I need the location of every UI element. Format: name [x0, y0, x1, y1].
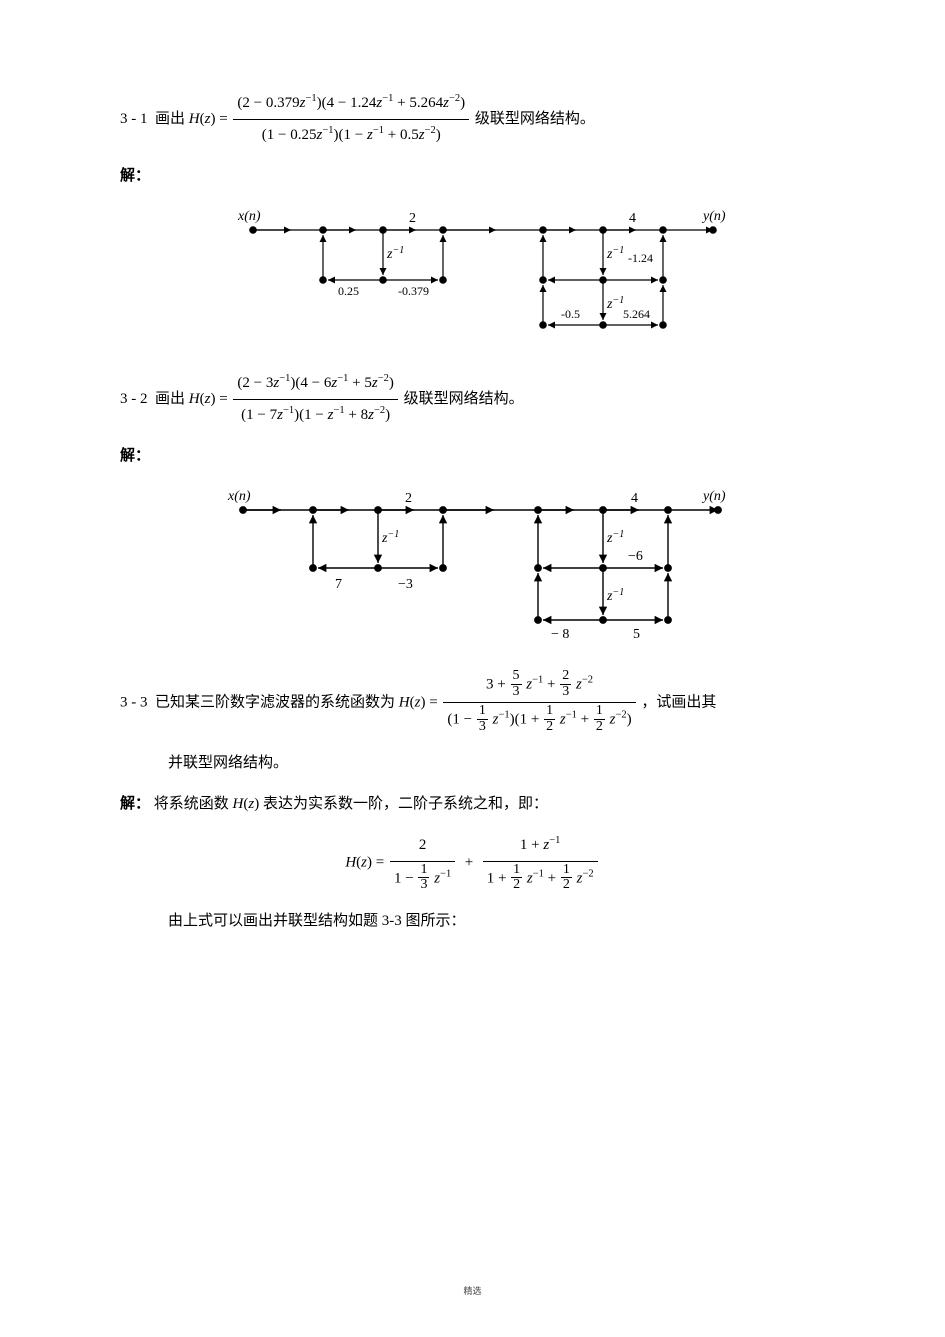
prob-number: 3 - 1: [120, 111, 148, 127]
diagram-3-2: x(n) y(n) 2 4 z−1 z−1 z−1 7 −3 −6 − 8 5: [203, 480, 743, 650]
d1-a1: 0.25: [338, 284, 359, 298]
solution-label-3: 解：: [120, 796, 150, 812]
svg-text:z−1: z−1: [606, 529, 624, 546]
d2-a2top: −6: [628, 549, 643, 564]
solution-label-2: 解：: [120, 443, 825, 470]
sol3-Hz: H(z): [233, 796, 260, 812]
p3-c0: 3: [486, 677, 494, 693]
d2-xin: x(n): [227, 489, 251, 504]
eq2-d2an: 1: [511, 863, 522, 879]
d2-b1: −3: [398, 577, 413, 592]
svg-text:z−1: z−1: [381, 529, 399, 546]
p3-f2d: 2: [544, 720, 555, 735]
d2-a1: 7: [335, 577, 342, 592]
sol3-text2: 表达为实系数一阶，二阶子系统之和，即：: [263, 796, 548, 812]
problem-3-2: 3 - 2 画出 H(z) = (2 − 3z−1)(4 − 6z−1 + 5z…: [120, 370, 825, 429]
prob3-Hz: H(z) = 3 + 53 z−1 + 23 z−2 (1 − 13 z−1)(…: [399, 670, 638, 736]
prob3-tail1: ，试画出其: [641, 694, 716, 710]
d1-yout: y(n): [701, 209, 726, 224]
p3-f1n: 1: [477, 704, 488, 720]
svg-text:z−1: z−1: [386, 245, 404, 262]
eq2-d2ad: 2: [511, 878, 522, 893]
d2-yout: y(n): [701, 489, 726, 504]
eq2-d1d: 3: [418, 878, 429, 893]
svg-text:z−1: z−1: [606, 587, 624, 604]
prob3-closing: 由上式可以画出并联型结构如题 3-3 图所示：: [168, 908, 825, 935]
p3-c2d: 3: [560, 685, 571, 700]
sol3-text1: 将系统函数: [154, 796, 229, 812]
d1-g1: 2: [409, 211, 416, 226]
prob3-number: 3 - 3: [120, 694, 148, 710]
d1-a2br: 5.264: [623, 307, 650, 321]
page-footer: 精选: [0, 1284, 945, 1297]
eq2-d2bn: 1: [561, 863, 572, 879]
prob3-eq2: H(z) = 2 1 − 13 z−1 + 1 + z−1 1 + 12 z−1…: [120, 832, 825, 894]
eq2-d1n: 1: [418, 863, 429, 879]
p3-f3d: 2: [594, 720, 605, 735]
d2-g2: 4: [631, 491, 638, 506]
prob1-Hz: H(z) = (2 − 0.379z−1)(4 − 1.24z−1 + 5.26…: [189, 90, 471, 149]
d2-a2bl: − 8: [551, 627, 569, 642]
prob3-tail2: 并联型网络结构。: [168, 750, 825, 777]
p3-c1n: 5: [511, 669, 522, 685]
svg-text:z−1: z−1: [606, 295, 624, 312]
solution-3: 解： 将系统函数 H(z) 表达为实系数一阶，二阶子系统之和，即：: [120, 791, 825, 818]
p3-c1d: 3: [511, 685, 522, 700]
prob1-tail: 级联型网络结构。: [475, 111, 595, 127]
p3-f3n: 1: [594, 704, 605, 720]
prob2-number: 3 - 2: [120, 391, 148, 407]
d1-b1: -0.379: [398, 284, 429, 298]
prob-lead: 画出: [155, 111, 185, 127]
d1-a2top: -1.24: [628, 251, 653, 265]
d2-g1: 2: [405, 491, 412, 506]
d1-g2: 4: [629, 211, 636, 226]
prob2-Hz: H(z) = (2 − 3z−1)(4 − 6z−1 + 5z−2) (1 − …: [189, 370, 400, 429]
svg-text:z−1: z−1: [606, 245, 624, 262]
problem-3-1: 3 - 1 画出 H(z) = (2 − 0.379z−1)(4 − 1.24z…: [120, 90, 825, 149]
diagram-3-1: x(n) y(n) 2 4 z−1 z−1 z−1 0.25 -0.379 -1…: [203, 200, 743, 350]
p3-f2n: 1: [544, 704, 555, 720]
prob2-tail: 级联型网络结构。: [404, 391, 524, 407]
eq2-d2bd: 2: [561, 878, 572, 893]
solution-label-1: 解：: [120, 163, 825, 190]
p3-c2n: 2: [560, 669, 571, 685]
problem-3-3: 3 - 3 已知某三阶数字滤波器的系统函数为 H(z) = 3 + 53 z−1…: [120, 670, 825, 736]
eq2-n1: 2: [390, 832, 455, 862]
prob2-lead: 画出: [155, 391, 185, 407]
d1-a2bl: -0.5: [561, 307, 580, 321]
d1-xin: x(n): [237, 209, 261, 224]
prob3-lead: 已知某三阶数字滤波器的系统函数为: [155, 694, 395, 710]
d2-a2br: 5: [633, 627, 640, 642]
p3-f1d: 3: [477, 720, 488, 735]
